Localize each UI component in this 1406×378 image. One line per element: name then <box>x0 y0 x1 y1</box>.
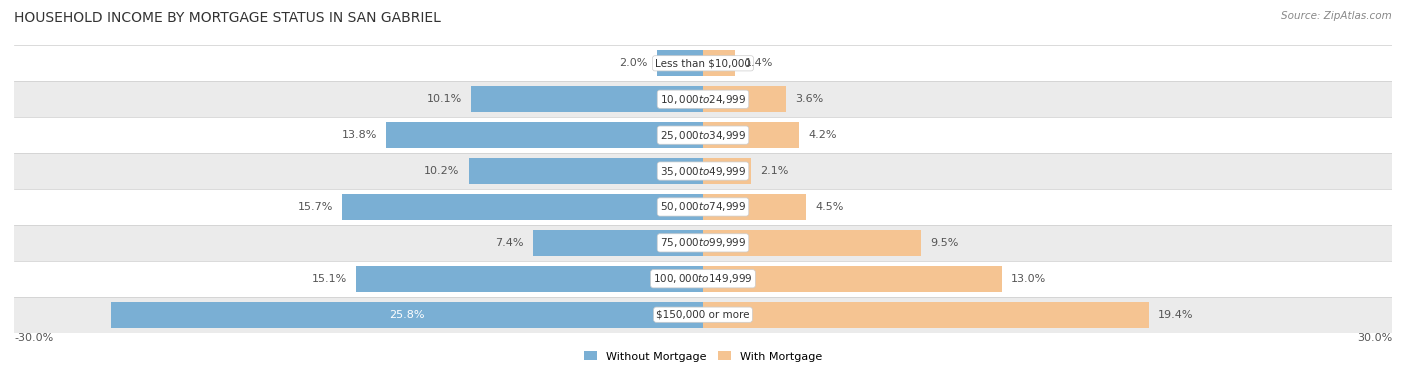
Text: $150,000 or more: $150,000 or more <box>657 310 749 320</box>
Text: HOUSEHOLD INCOME BY MORTGAGE STATUS IN SAN GABRIEL: HOUSEHOLD INCOME BY MORTGAGE STATUS IN S… <box>14 11 441 25</box>
Bar <box>703 302 1149 328</box>
Bar <box>471 86 703 112</box>
Bar <box>14 189 1392 225</box>
Bar <box>533 230 703 256</box>
Text: $10,000 to $24,999: $10,000 to $24,999 <box>659 93 747 106</box>
Text: 2.0%: 2.0% <box>620 58 648 68</box>
Bar <box>343 194 703 220</box>
Text: 9.5%: 9.5% <box>931 238 959 248</box>
Bar <box>14 81 1392 117</box>
Bar <box>14 45 1392 81</box>
Text: 15.7%: 15.7% <box>298 202 333 212</box>
Legend: Without Mortgage, With Mortgage: Without Mortgage, With Mortgage <box>583 351 823 362</box>
Text: 3.6%: 3.6% <box>794 94 823 104</box>
Bar <box>657 50 703 76</box>
Bar <box>703 86 786 112</box>
Bar <box>14 153 1392 189</box>
Text: 4.2%: 4.2% <box>808 130 837 140</box>
Text: 7.4%: 7.4% <box>495 238 524 248</box>
Bar <box>14 117 1392 153</box>
Text: $75,000 to $99,999: $75,000 to $99,999 <box>659 236 747 249</box>
Bar <box>387 122 703 148</box>
Bar <box>468 158 703 184</box>
Text: 25.8%: 25.8% <box>389 310 425 320</box>
Bar <box>703 50 735 76</box>
Text: $35,000 to $49,999: $35,000 to $49,999 <box>659 164 747 178</box>
Text: 13.0%: 13.0% <box>1011 274 1046 284</box>
Text: 10.1%: 10.1% <box>426 94 461 104</box>
Bar <box>356 266 703 292</box>
Text: 15.1%: 15.1% <box>312 274 347 284</box>
Bar <box>111 302 703 328</box>
Bar <box>14 225 1392 261</box>
Text: 1.4%: 1.4% <box>744 58 773 68</box>
Text: 10.2%: 10.2% <box>425 166 460 176</box>
Bar <box>703 158 751 184</box>
Bar <box>703 266 1001 292</box>
Text: Less than $10,000: Less than $10,000 <box>655 58 751 68</box>
Bar <box>703 230 921 256</box>
Text: $50,000 to $74,999: $50,000 to $74,999 <box>659 200 747 214</box>
Text: 2.1%: 2.1% <box>761 166 789 176</box>
Bar <box>14 297 1392 333</box>
Text: 13.8%: 13.8% <box>342 130 377 140</box>
Text: 19.4%: 19.4% <box>1157 310 1194 320</box>
Text: 30.0%: 30.0% <box>1357 333 1392 342</box>
Text: Source: ZipAtlas.com: Source: ZipAtlas.com <box>1281 11 1392 21</box>
Bar <box>703 194 807 220</box>
Text: 4.5%: 4.5% <box>815 202 844 212</box>
Bar <box>14 261 1392 297</box>
Text: -30.0%: -30.0% <box>14 333 53 342</box>
Text: $100,000 to $149,999: $100,000 to $149,999 <box>654 272 752 285</box>
Text: $25,000 to $34,999: $25,000 to $34,999 <box>659 129 747 142</box>
Bar <box>703 122 800 148</box>
